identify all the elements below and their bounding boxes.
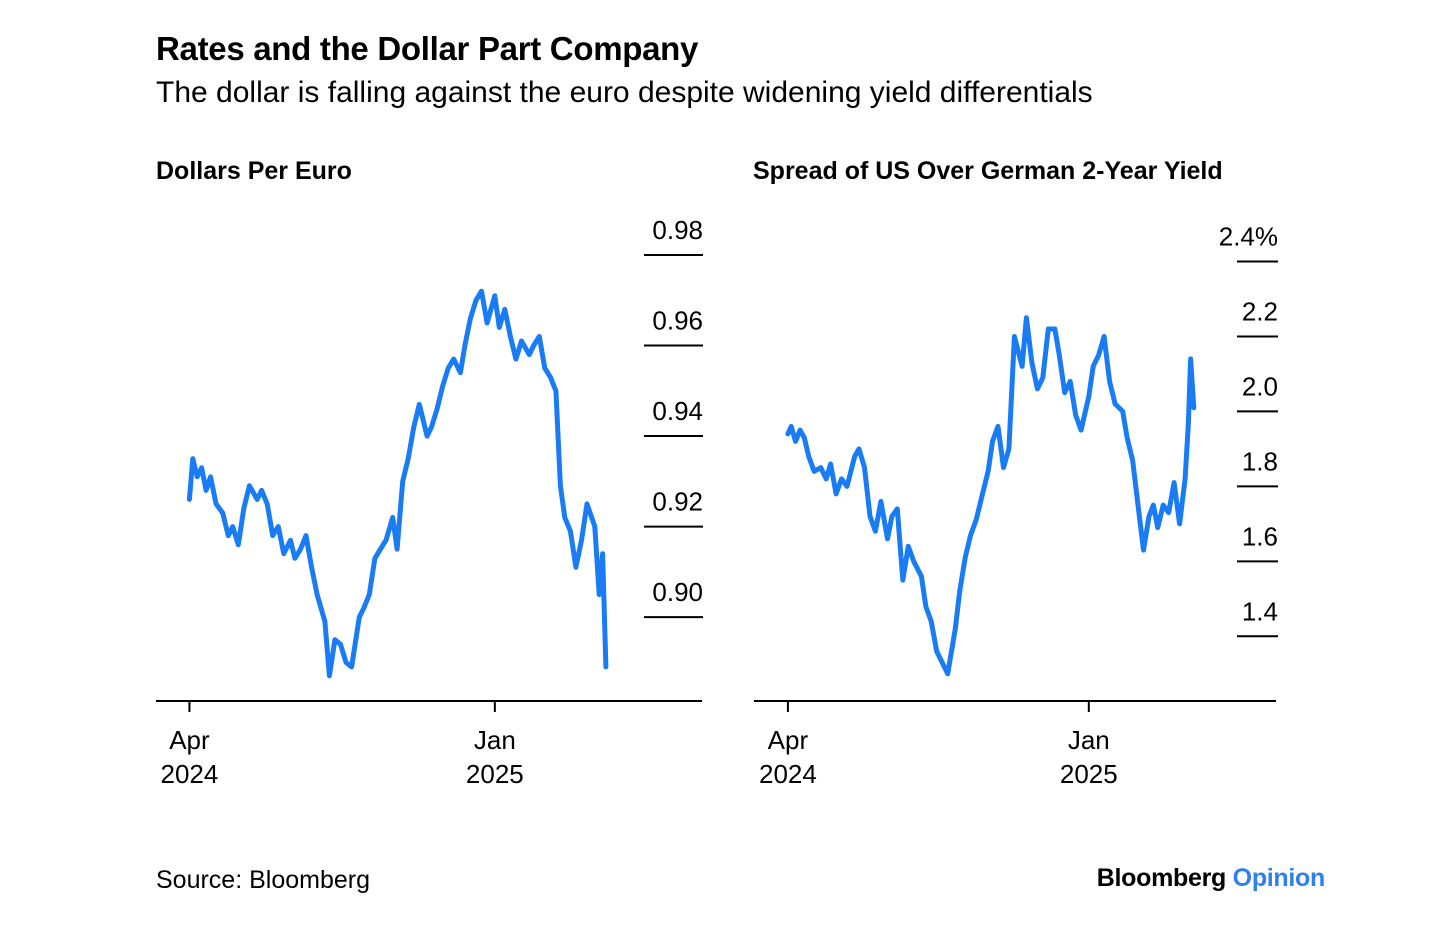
y-tick-label: 2.0: [1242, 371, 1278, 401]
y-tick-label: 1.4: [1242, 596, 1278, 626]
y-tick-label: 0.92: [652, 487, 703, 517]
y-tick-label: 0.98: [652, 215, 703, 245]
x-tick-label: Apr: [169, 725, 210, 755]
x-tick-label: 2024: [759, 759, 817, 789]
brand-accent-text: Opinion: [1232, 864, 1326, 892]
y-tick-label: 1.6: [1242, 521, 1278, 551]
x-tick-label: 2025: [466, 759, 524, 789]
panel-title-yield-spread: Spread of US Over German 2-Year Yield: [753, 157, 1223, 185]
y-tick-label: 2.4%: [1219, 221, 1278, 251]
panel-title-dollars-per-euro: Dollars Per Euro: [156, 157, 352, 185]
chart-subtitle: The dollar is falling against the euro d…: [156, 76, 1093, 109]
x-tick-label: Jan: [474, 725, 516, 755]
brand-main-text: Bloomberg: [1096, 864, 1227, 892]
x-tick-label: Jan: [1068, 725, 1110, 755]
series-line: [186, 288, 609, 679]
y-tick-label: 2.2: [1242, 296, 1278, 326]
y-tick-label: 0.90: [652, 577, 703, 607]
brand-logo: Bloomberg Opinion: [1096, 864, 1326, 893]
x-tick-label: 2025: [1060, 759, 1118, 789]
series-line: [785, 315, 1197, 677]
source-note: Source: Bloomberg: [156, 866, 371, 894]
y-tick-label: 0.94: [652, 396, 703, 426]
x-tick-label: 2024: [161, 759, 219, 789]
x-tick-label: Apr: [768, 725, 809, 755]
y-tick-label: 1.8: [1242, 446, 1278, 476]
chart-title: Rates and the Dollar Part Company: [156, 30, 699, 67]
y-tick-label: 0.96: [652, 306, 703, 336]
